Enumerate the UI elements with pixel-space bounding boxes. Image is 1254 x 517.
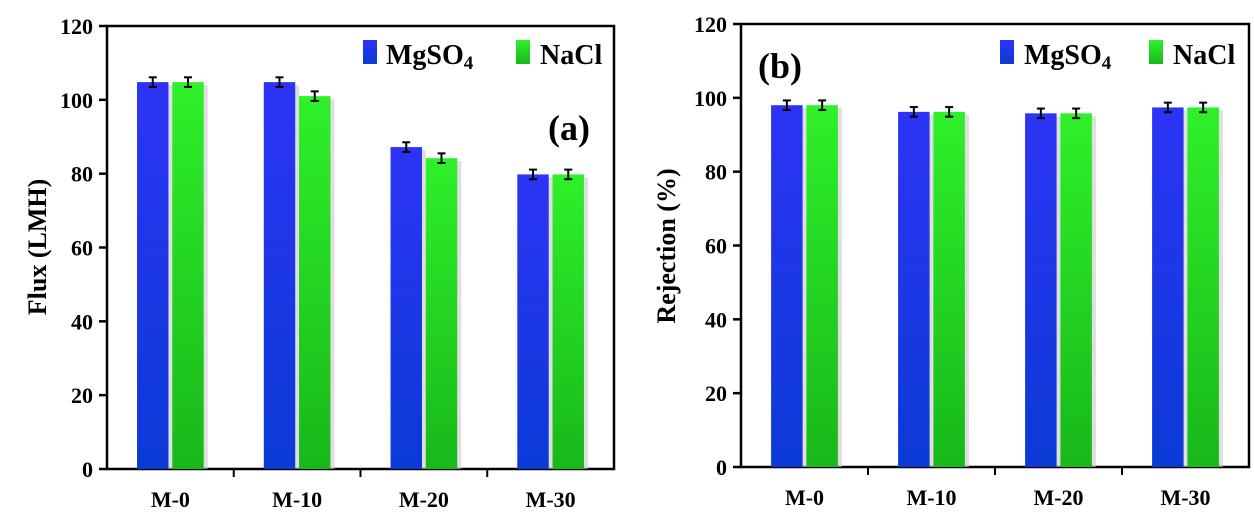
chart-panel-b: 0 20 40 60 80 100 120 M-0 M-10 M-20 M-30 Rejectio…	[652, 12, 1251, 510]
y-tick-label: 120	[694, 12, 727, 37]
bar-mgso4-m-10	[898, 111, 930, 467]
y-tick-label: 80	[705, 160, 727, 185]
bar-nacl-m-10	[299, 96, 331, 470]
bar-mgso4-m-20	[1025, 113, 1057, 468]
bar-mgso4-m-30	[517, 174, 549, 469]
bar-mgso4-m-0	[771, 105, 803, 467]
y-ticks-a: 0 20 40 60 80 100 120	[60, 14, 107, 482]
y-tick-label: 100	[694, 86, 727, 111]
y-axis-label-b: Rejection (%)	[652, 168, 681, 323]
bar-nacl-m-10	[933, 111, 965, 467]
y-ticks-b: 0 20 40 60 80 100 120	[694, 12, 741, 480]
x-tick-label: M-30	[526, 487, 576, 512]
y-tick-label: 20	[71, 383, 93, 408]
x-tick-label: M-30	[1160, 485, 1210, 510]
bar-nacl-m-20	[425, 158, 458, 469]
x-tick-label: M-10	[906, 485, 956, 510]
y-tick-label: 60	[705, 234, 727, 259]
y-tick-label: 80	[71, 162, 93, 187]
bar-nacl-m-20	[1060, 113, 1092, 468]
legend-label-mgso4-b: MgSO4	[1024, 40, 1112, 74]
bars-a	[137, 76, 588, 470]
y-tick-label: 40	[705, 307, 727, 332]
bar-nacl-m-30	[552, 174, 584, 469]
x-tick-label: M-0	[151, 487, 190, 512]
legend-b: MgSO4 NaCl	[1000, 40, 1235, 74]
y-tick-label: 20	[705, 381, 727, 406]
chart-panel-a: 0 20 40 60 80 100 120 M-0 M-10 M-20 M-30 Flux (LM…	[23, 14, 616, 512]
legend-a: MgSO4 NaCl	[363, 40, 602, 74]
bar-mgso4-m-10	[263, 82, 296, 469]
bar-nacl-m-0	[806, 105, 838, 467]
y-tick-label: 100	[60, 88, 93, 113]
legend-swatch-mgso4-b	[1000, 40, 1014, 64]
legend-label-nacl-a: NaCl	[540, 40, 602, 71]
y-tick-label: 120	[60, 14, 93, 39]
bar-nacl-m-0	[172, 82, 204, 469]
bar-mgso4-m-30	[1152, 107, 1184, 467]
legend-label-nacl-b: NaCl	[1173, 40, 1235, 71]
x-ticks-b: M-0 M-10 M-20 M-30	[785, 467, 1211, 510]
bar-mgso4-m-0	[137, 82, 169, 469]
bars-b	[771, 99, 1223, 468]
legend-swatch-nacl-b	[1149, 40, 1163, 64]
legend-label-mgso4-a: MgSO4	[386, 40, 474, 74]
legend-swatch-nacl-a	[516, 40, 530, 64]
y-tick-label: 0	[716, 455, 727, 480]
x-tick-label: M-20	[399, 487, 449, 512]
x-tick-label: M-0	[785, 485, 824, 510]
panel-label-b: (b)	[758, 46, 802, 86]
bar-mgso4-m-20	[390, 147, 422, 469]
y-tick-label: 0	[82, 457, 93, 482]
y-axis-label-a: Flux (LMH)	[23, 179, 52, 316]
y-tick-label: 40	[71, 309, 93, 334]
y-tick-label: 60	[71, 236, 93, 261]
x-tick-label: M-20	[1033, 485, 1083, 510]
x-tick-label: M-10	[272, 487, 322, 512]
bar-nacl-m-30	[1187, 107, 1219, 467]
legend-swatch-mgso4-a	[363, 40, 377, 64]
x-ticks-a: M-0 M-10 M-20 M-30	[151, 469, 576, 512]
panel-label-a: (a)	[548, 108, 590, 148]
